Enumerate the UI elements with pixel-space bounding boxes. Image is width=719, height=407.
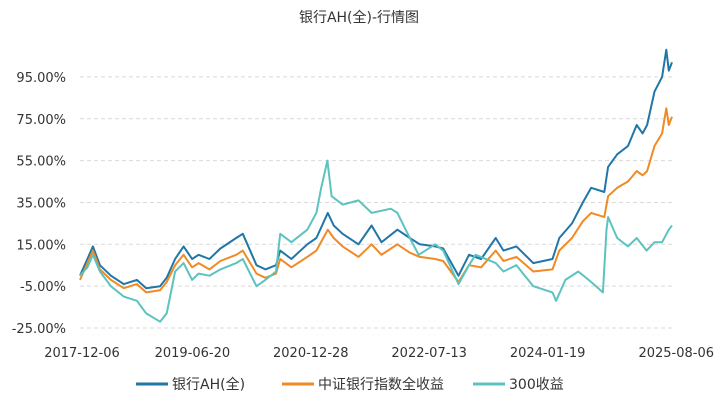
series-line-3 bbox=[79, 159, 673, 323]
legend-item: 中证银行指数全收益 bbox=[282, 376, 444, 393]
y-tick-label: 55.00% bbox=[16, 155, 66, 170]
x-tick-label: 2025-08-06 bbox=[638, 346, 714, 361]
chart-title: 银行AH(全)-行情图 bbox=[299, 9, 419, 26]
y-tick-label: -5.00% bbox=[20, 280, 66, 295]
legend-label: 中证银行指数全收益 bbox=[318, 376, 444, 393]
x-tick-label: 2017-12-06 bbox=[44, 346, 120, 361]
x-tick-label: 2022-07-13 bbox=[391, 346, 467, 361]
series-line-2 bbox=[79, 107, 673, 294]
x-tick-label: 2019-06-20 bbox=[155, 346, 231, 361]
x-axis-tick-labels: 2017-12-06 2019-06-20 2020-12-28 2022-07-13… bbox=[44, 346, 714, 361]
y-tick-label: 35.00% bbox=[16, 196, 66, 211]
y-tick-label: 15.00% bbox=[16, 238, 66, 253]
y-tick-label: 75.00% bbox=[16, 113, 66, 128]
legend-label: 300收益 bbox=[509, 377, 564, 393]
y-axis-tick-labels: -25.00% -5.00% 15.00% 35.00% 55.00% 75.00% 95.… bbox=[12, 71, 66, 337]
x-tick-label: 2024-01-19 bbox=[510, 346, 586, 361]
grid-lines bbox=[80, 76, 672, 329]
series-lines bbox=[79, 48, 673, 323]
legend-item: 银行AH(全) bbox=[136, 376, 245, 393]
x-tick-label: 2020-12-28 bbox=[273, 346, 349, 361]
legend: 银行AH(全) 中证银行指数全收益 300收益 bbox=[136, 376, 564, 393]
y-tick-label: -25.00% bbox=[12, 322, 66, 337]
legend-item: 300收益 bbox=[473, 377, 564, 393]
legend-label: 银行AH(全) bbox=[172, 376, 245, 393]
series-line-1 bbox=[79, 48, 673, 290]
y-tick-label: 95.00% bbox=[16, 71, 66, 86]
